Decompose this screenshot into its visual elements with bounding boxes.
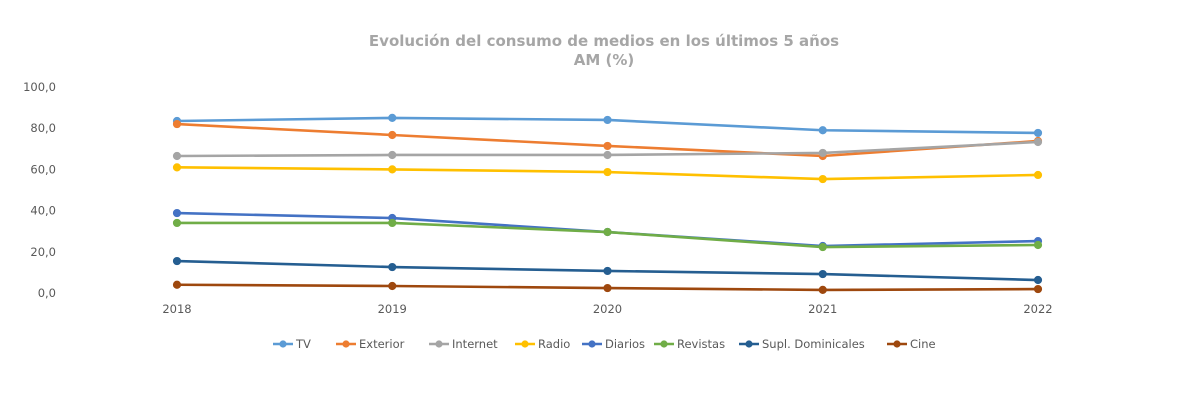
data-point — [388, 281, 397, 291]
legend-item: Internet — [429, 337, 498, 351]
legend-label: Revistas — [677, 337, 725, 351]
data-point — [818, 126, 827, 135]
data-point — [603, 115, 612, 125]
y-tick-label: 40,0 — [30, 204, 56, 218]
legend-label: TV — [295, 337, 311, 351]
series-revistas — [172, 218, 1043, 252]
legend-marker-icon — [660, 340, 668, 348]
data-point — [818, 242, 827, 252]
legend-label: Cine — [910, 337, 936, 351]
data-point — [603, 266, 612, 276]
legend-item: Cine — [887, 337, 936, 351]
x-axis: 2018 2019 2020 2021 2022 — [162, 302, 1052, 316]
data-point — [172, 119, 182, 129]
data-point — [172, 208, 182, 218]
data-point — [603, 283, 612, 293]
data-point — [388, 165, 397, 174]
legend-item: Radio — [515, 337, 570, 351]
data-point — [172, 163, 182, 172]
y-tick-label: 0,0 — [38, 286, 56, 300]
data-point — [818, 269, 827, 279]
data-point — [388, 218, 397, 228]
legend-marker-icon — [435, 340, 443, 348]
legend-label: Supl. Dominicales — [762, 337, 865, 351]
legend-marker-icon — [342, 340, 350, 348]
data-point — [1033, 170, 1043, 180]
data-point — [818, 285, 827, 295]
legend-item: Revistas — [654, 337, 725, 351]
legend-marker-icon — [279, 340, 287, 348]
data-point — [818, 174, 827, 184]
series-tv — [172, 113, 1043, 138]
data-point — [1033, 128, 1043, 138]
series-layer — [172, 113, 1043, 295]
legend-marker-icon — [588, 340, 596, 348]
legend-item: Exterior — [336, 337, 405, 351]
legend-label: Internet — [452, 337, 498, 351]
data-point — [603, 227, 612, 237]
data-point — [172, 280, 182, 289]
chart-subtitle: AM (%) — [574, 51, 635, 69]
y-tick-label: 80,0 — [30, 121, 56, 135]
data-point — [388, 262, 397, 272]
y-tick-label: 100,0 — [23, 80, 56, 94]
series-radio — [172, 163, 1043, 184]
data-point — [172, 151, 182, 161]
data-point — [172, 256, 182, 266]
legend-marker-icon — [893, 340, 901, 348]
x-tick-label: 2022 — [1023, 302, 1052, 316]
legend-label: Radio — [538, 337, 570, 351]
data-point — [1033, 137, 1043, 147]
data-point — [388, 150, 397, 160]
data-point — [388, 113, 397, 123]
legend-marker-icon — [745, 340, 753, 348]
series-cine — [172, 280, 1043, 295]
data-point — [1033, 240, 1043, 250]
data-point — [603, 150, 612, 160]
legend-label: Diarios — [605, 337, 645, 351]
chart-title: Evolución del consumo de medios en los ú… — [369, 32, 839, 50]
y-axis: 0,0 20,0 40,0 60,0 80,0 100,0 — [23, 80, 56, 300]
x-tick-label: 2019 — [378, 302, 407, 316]
data-point — [1033, 275, 1043, 285]
data-point — [603, 167, 612, 177]
legend-marker-icon — [521, 340, 529, 348]
legend-item: Supl. Dominicales — [739, 337, 865, 351]
data-point — [818, 148, 827, 158]
x-tick-label: 2018 — [162, 302, 191, 316]
legend-item: Diarios — [582, 337, 645, 351]
series-supl-dominicales — [172, 256, 1043, 285]
data-point — [1033, 284, 1043, 294]
legend-item: TV — [273, 337, 311, 351]
legend-label: Exterior — [359, 337, 405, 351]
data-point — [603, 141, 612, 151]
y-tick-label: 60,0 — [30, 162, 56, 176]
y-tick-label: 20,0 — [30, 245, 56, 259]
legend: TV Exterior Internet Radio Diarios Revistas Su… — [273, 337, 936, 351]
x-tick-label: 2020 — [593, 302, 622, 316]
x-tick-label: 2021 — [808, 302, 837, 316]
data-point — [388, 130, 397, 140]
series-internet — [172, 137, 1043, 161]
data-point — [172, 218, 182, 228]
